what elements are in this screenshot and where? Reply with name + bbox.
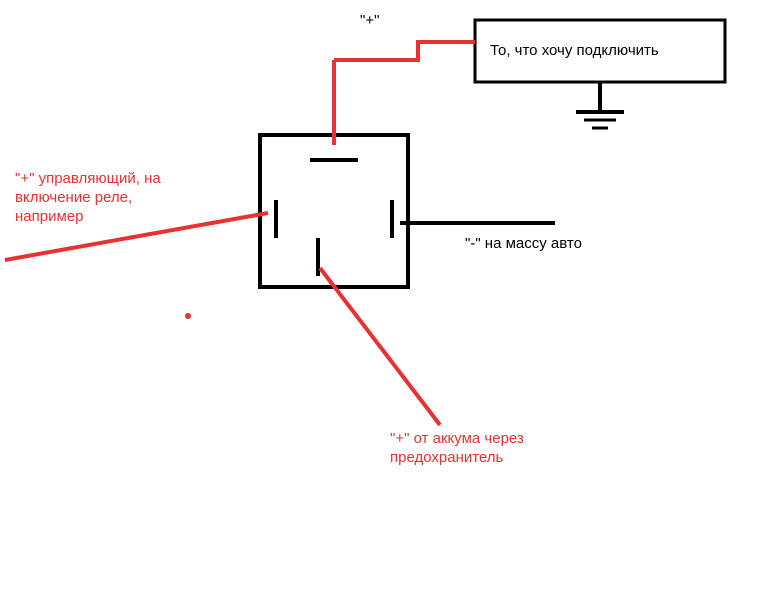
wire-bottom-red xyxy=(320,268,440,425)
label-plus-top: "+" xyxy=(360,12,379,31)
diagram-stage: "+" То, что хочу подключить "+" управляю… xyxy=(0,0,768,614)
label-device: То, что хочу подключить xyxy=(490,42,659,61)
stray-red-dot xyxy=(185,313,191,319)
label-mass: "-" на массу авто xyxy=(465,235,582,254)
relay-box xyxy=(260,135,408,287)
label-fuse: "+" от аккума через предохранитель xyxy=(390,430,524,468)
diagram-svg xyxy=(0,0,768,614)
label-control: "+" управляющий, на включение реле, напр… xyxy=(15,170,161,226)
